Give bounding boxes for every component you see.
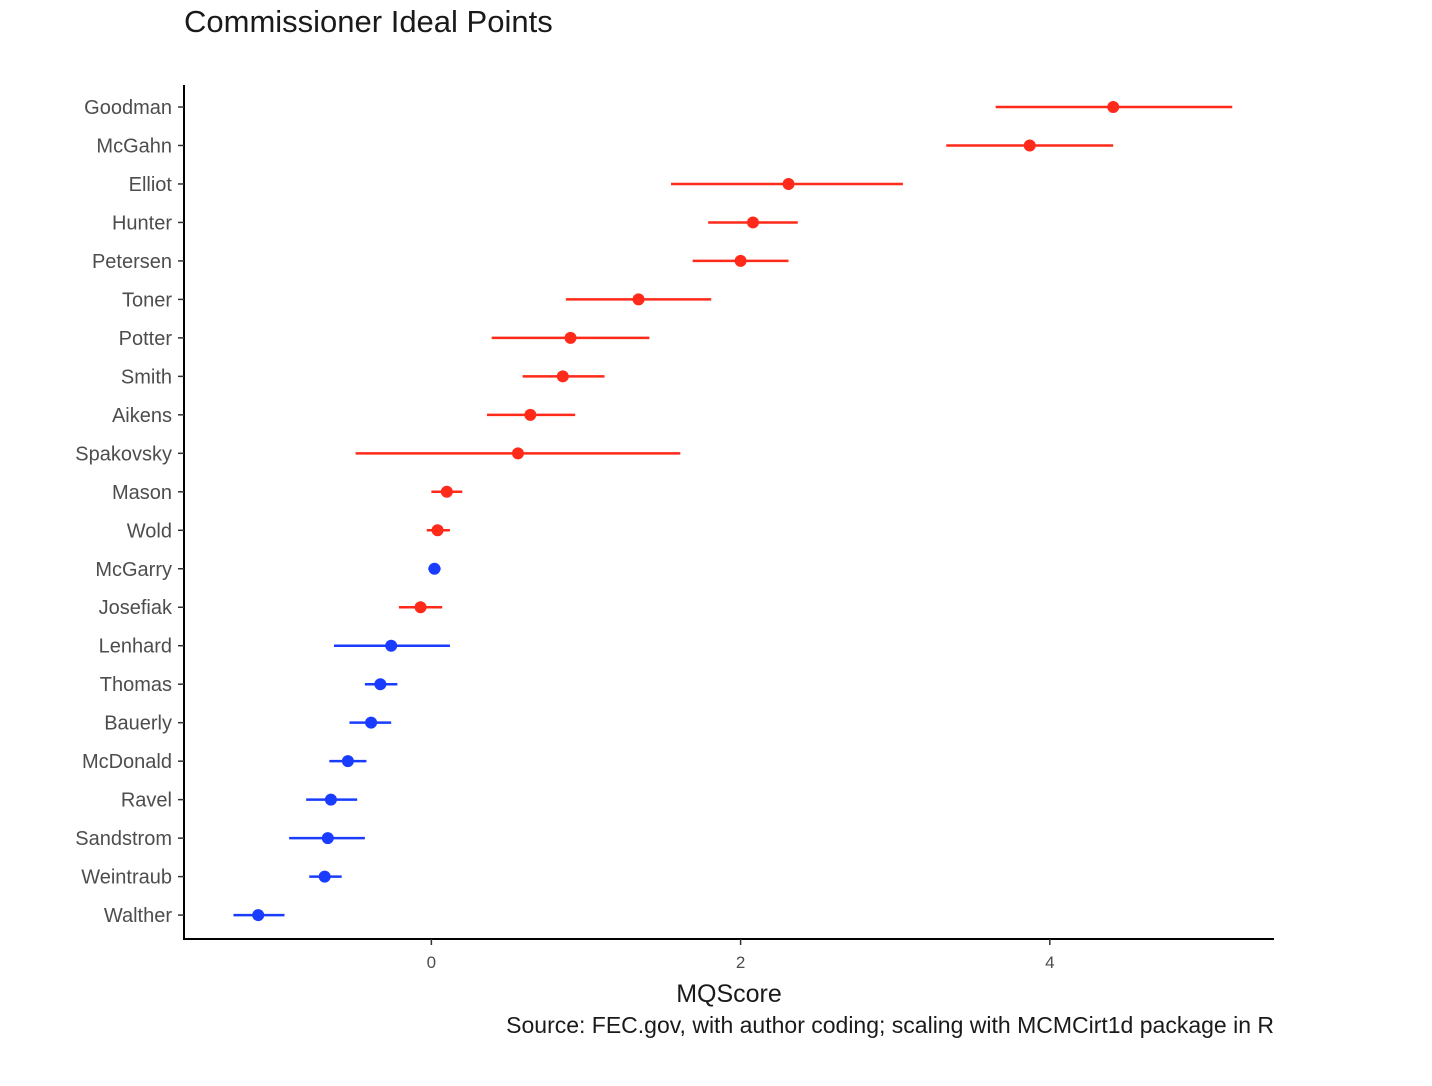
y-tick-label-lenhard: Lenhard [99, 636, 172, 658]
y-tick-label-mason: Mason [112, 482, 172, 504]
y-tick-label-mcdonald: McDonald [82, 751, 172, 773]
point-ravel [324, 793, 337, 806]
point-wold [431, 524, 444, 537]
y-tick-label-petersen: Petersen [92, 251, 172, 273]
point-spakovsky [511, 447, 524, 460]
point-mcgahn [1023, 139, 1036, 152]
chart-caption: Source: FEC.gov, with author coding; sca… [506, 1012, 1274, 1038]
y-tick-label-weintraub: Weintraub [81, 867, 172, 889]
point-layer [252, 101, 1120, 922]
y-tick-label-mcgarry: McGarry [95, 559, 172, 581]
y-tick-label-mcgahn: McGahn [96, 135, 172, 157]
point-bauerly [365, 716, 378, 729]
point-aikens [524, 408, 537, 421]
point-mcgarry [428, 562, 441, 575]
point-toner [632, 293, 645, 306]
point-josefiak [414, 601, 427, 614]
y-tick-label-elliot: Elliot [129, 174, 173, 196]
point-elliot [782, 177, 795, 190]
y-tick-label-toner: Toner [122, 289, 172, 311]
point-weintraub [318, 870, 331, 883]
chart-title: Commissioner Ideal Points [184, 4, 553, 39]
y-tick-label-ravel: Ravel [121, 790, 172, 812]
y-tick-label-bauerly: Bauerly [104, 713, 172, 735]
point-mcdonald [341, 755, 354, 768]
point-hunter [746, 216, 759, 229]
point-walther [252, 909, 265, 922]
y-tick-label-walther: Walther [104, 905, 173, 927]
y-tick-label-aikens: Aikens [112, 405, 172, 427]
point-sandstrom [321, 832, 334, 845]
x-axis-title: MQScore [676, 980, 782, 1008]
point-smith [556, 370, 569, 383]
y-tick-label-josefiak: Josefiak [99, 597, 173, 619]
y-tick-label-wold: Wold [127, 520, 172, 542]
y-tick-label-hunter: Hunter [112, 212, 172, 234]
y-tick-label-smith: Smith [121, 366, 172, 388]
point-thomas [374, 678, 387, 691]
interval-layer [233, 105, 1233, 917]
point-lenhard [385, 639, 398, 652]
x-tick-label-0: 0 [427, 953, 436, 972]
x-tick-label-4: 4 [1045, 953, 1054, 972]
y-tick-label-potter: Potter [119, 328, 173, 350]
y-tick-label-goodman: Goodman [84, 97, 172, 119]
y-tick-label-spakovsky: Spakovsky [75, 443, 172, 465]
y-axis: Goodman McGahn Elliot Hunter Petersen Toner Po… [75, 85, 185, 940]
x-tick-label-2: 2 [736, 953, 745, 972]
point-petersen [734, 254, 747, 267]
point-mason [440, 485, 453, 498]
point-goodman [1107, 101, 1120, 113]
y-tick-label-thomas: Thomas [100, 674, 172, 696]
x-axis: 0 2 4 [183, 938, 1274, 972]
point-potter [564, 331, 577, 344]
y-tick-label-sandstrom: Sandstrom [75, 828, 172, 850]
